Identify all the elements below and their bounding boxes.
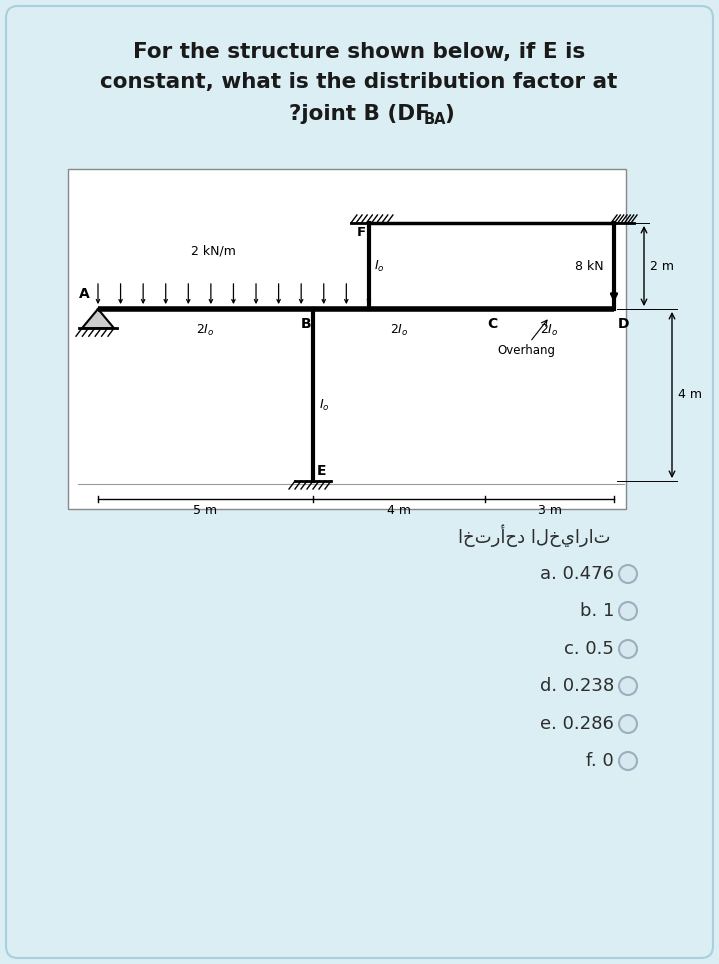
Text: 2 kN/m: 2 kN/m [191,244,236,257]
Text: a. 0.476: a. 0.476 [540,565,614,583]
Text: $2I_o$: $2I_o$ [196,323,215,338]
Circle shape [619,602,637,620]
Text: ): ) [444,104,454,124]
Text: constant, what is the distribution factor at: constant, what is the distribution facto… [101,72,618,92]
Text: Overhang: Overhang [497,344,555,357]
Text: 4 m: 4 m [678,388,702,401]
Circle shape [619,752,637,770]
Text: $2I_o$: $2I_o$ [390,323,408,338]
FancyBboxPatch shape [68,169,626,509]
Text: B: B [301,317,311,331]
Text: For the structure shown below, if E is: For the structure shown below, if E is [133,42,585,62]
Text: F: F [357,226,366,239]
Text: $I_o$: $I_o$ [374,258,385,274]
Text: 2 m: 2 m [650,259,674,273]
Text: BA: BA [424,113,446,127]
Text: f. 0: f. 0 [586,752,614,770]
Text: $2I_o$: $2I_o$ [540,323,559,338]
Text: e. 0.286: e. 0.286 [540,715,614,733]
Circle shape [619,677,637,695]
Text: اخترأحد الخيارات: اخترأحد الخيارات [457,524,610,548]
Text: ?joint B (DF: ?joint B (DF [288,104,429,124]
Text: $I_o$: $I_o$ [319,397,329,413]
Text: E: E [317,464,326,478]
FancyBboxPatch shape [6,6,713,958]
Text: 5 m: 5 m [193,504,218,517]
Text: C: C [487,317,498,331]
Text: b. 1: b. 1 [580,602,614,620]
Text: 3 m: 3 m [538,504,562,517]
Text: 8 kN: 8 kN [575,259,604,273]
Polygon shape [82,309,114,328]
Circle shape [619,715,637,733]
Text: D: D [618,317,630,331]
Text: d. 0.238: d. 0.238 [540,677,614,695]
Circle shape [619,640,637,658]
Text: A: A [79,287,90,301]
Circle shape [619,565,637,583]
Text: 4 m: 4 m [387,504,411,517]
Text: c. 0.5: c. 0.5 [564,640,614,658]
